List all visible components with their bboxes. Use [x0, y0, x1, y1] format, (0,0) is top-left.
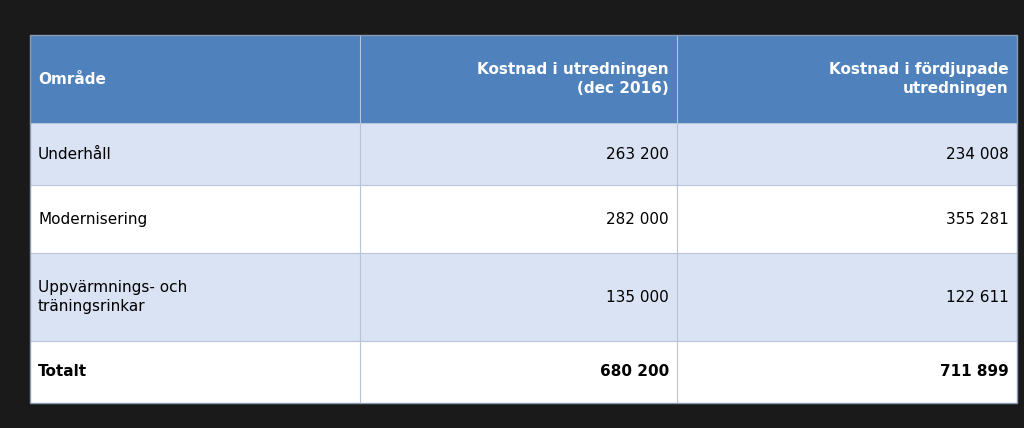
- Text: 355 281: 355 281: [946, 211, 1009, 226]
- Text: Underhåll: Underhåll: [38, 146, 112, 161]
- Text: Uppvärmnings- och
träningsrinkar: Uppvärmnings- och träningsrinkar: [38, 279, 187, 315]
- Text: 282 000: 282 000: [606, 211, 669, 226]
- Text: 711 899: 711 899: [940, 365, 1009, 380]
- Text: 122 611: 122 611: [946, 289, 1009, 304]
- Bar: [30, 35, 1017, 123]
- Text: Modernisering: Modernisering: [38, 211, 147, 226]
- Text: Kostnad i utredningen
(dec 2016): Kostnad i utredningen (dec 2016): [477, 62, 669, 96]
- Bar: [30, 35, 1017, 403]
- Bar: [30, 341, 1017, 403]
- Bar: [30, 35, 1017, 403]
- Text: Totalt: Totalt: [38, 365, 87, 380]
- Text: Kostnad i fördjupade
utredningen: Kostnad i fördjupade utredningen: [829, 62, 1009, 96]
- Bar: [30, 253, 1017, 341]
- Bar: [30, 123, 1017, 185]
- Text: 135 000: 135 000: [606, 289, 669, 304]
- Text: Område: Område: [38, 71, 105, 86]
- Text: 680 200: 680 200: [600, 365, 669, 380]
- Bar: [30, 185, 1017, 253]
- Text: 234 008: 234 008: [946, 146, 1009, 161]
- Text: 263 200: 263 200: [606, 146, 669, 161]
